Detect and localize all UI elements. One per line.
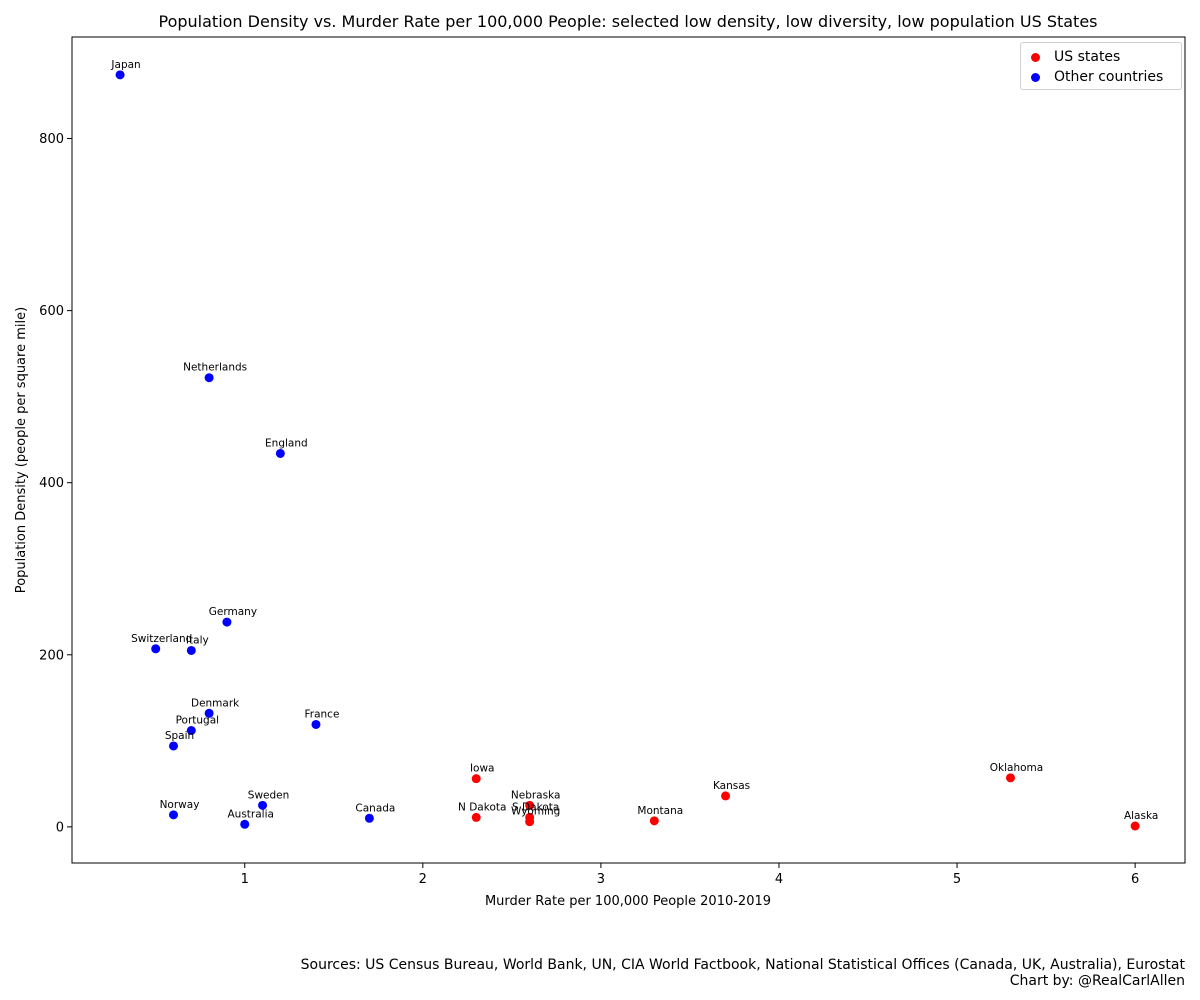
point-label: Portugal xyxy=(176,714,220,726)
x-tick-label: 2 xyxy=(419,872,427,887)
point-label: Wyoming xyxy=(511,806,560,818)
point-us-states xyxy=(649,816,659,826)
plot-frame xyxy=(71,36,1186,864)
y-axis-label: Population Density (people per square mi… xyxy=(14,307,29,593)
sources-note: Sources: US Census Bureau, World Bank, U… xyxy=(300,957,1185,973)
point-us-states xyxy=(471,812,481,822)
point-other-countries xyxy=(364,813,374,823)
y-axis-ticks: 0 200 400 600 800 xyxy=(39,132,72,835)
point-other-countries xyxy=(151,644,161,654)
point-other-countries xyxy=(311,719,321,729)
x-tick-label: 3 xyxy=(597,872,605,887)
legend-label-us-states: US states xyxy=(1054,49,1121,65)
x-tick-label: 4 xyxy=(775,872,783,887)
point-label: Netherlands xyxy=(183,362,247,374)
y-tick-label: 400 xyxy=(39,476,64,491)
x-tick-label: 1 xyxy=(241,872,249,887)
point-other-countries xyxy=(186,725,196,735)
point-other-countries xyxy=(204,373,214,383)
point-label: Germany xyxy=(209,606,257,618)
chart-footer: Sources: US Census Bureau, World Bank, U… xyxy=(301,957,1185,989)
legend-label-other-countries: Other countries xyxy=(1054,69,1164,85)
point-us-states xyxy=(1005,773,1015,783)
point-label: Denmark xyxy=(191,697,240,709)
point-label: Iowa xyxy=(470,763,495,775)
legend-marker-us-states xyxy=(1031,52,1040,62)
point-other-countries xyxy=(204,708,214,718)
legend-marker-other-countries xyxy=(1031,72,1040,82)
point-label: Sweden xyxy=(248,789,290,801)
point-label: Alaska xyxy=(1124,810,1158,822)
data-points xyxy=(115,70,1140,831)
point-label: England xyxy=(265,437,308,449)
point-other-countries xyxy=(258,800,268,810)
point-label: N Dakota xyxy=(458,801,506,813)
point-label: S Dakota xyxy=(512,801,559,813)
point-label: Japan xyxy=(110,59,140,71)
point-other-countries xyxy=(169,741,179,751)
point-label: France xyxy=(305,708,340,720)
point-label: Switzerland xyxy=(131,633,192,645)
y-tick-label: 800 xyxy=(39,132,64,147)
y-tick-label: 600 xyxy=(39,304,64,319)
point-us-states xyxy=(525,800,535,810)
x-tick-label: 6 xyxy=(1131,872,1139,887)
point-label: Montana xyxy=(637,805,683,817)
x-axis-ticks: 1 2 3 4 5 6 xyxy=(241,863,1139,887)
y-tick-label: 0 xyxy=(56,820,64,835)
point-label: Kansas xyxy=(713,780,750,792)
point-label: Canada xyxy=(355,802,395,814)
point-other-countries xyxy=(222,617,232,627)
chart-credit: Chart by: @RealCarlAllen xyxy=(1009,973,1185,989)
legend: US states Other countries xyxy=(1020,42,1182,90)
y-tick-label: 200 xyxy=(39,648,64,663)
point-other-countries xyxy=(240,819,250,829)
point-other-countries xyxy=(275,448,285,458)
legend-item-us-states: US states xyxy=(1031,47,1120,67)
point-label: Nebraska xyxy=(511,789,561,801)
point-us-states xyxy=(471,774,481,784)
point-us-states xyxy=(525,817,535,827)
point-label: Norway xyxy=(160,799,200,811)
point-us-states xyxy=(721,791,731,801)
x-tick-label: 5 xyxy=(953,872,961,887)
point-us-states xyxy=(1130,821,1140,831)
legend-item-other-countries: Other countries xyxy=(1031,67,1163,87)
point-other-countries xyxy=(115,70,125,80)
x-axis-label: Murder Rate per 100,000 People 2010-2019 xyxy=(485,894,771,909)
point-label: Australia xyxy=(228,808,274,820)
chart-title: Population Density vs. Murder Rate per 1… xyxy=(158,12,1098,31)
point-other-countries xyxy=(169,810,179,820)
point-label: Italy xyxy=(186,634,209,646)
point-label: Spain xyxy=(165,730,194,742)
point-label: Oklahoma xyxy=(990,762,1043,774)
point-other-countries xyxy=(186,645,196,655)
